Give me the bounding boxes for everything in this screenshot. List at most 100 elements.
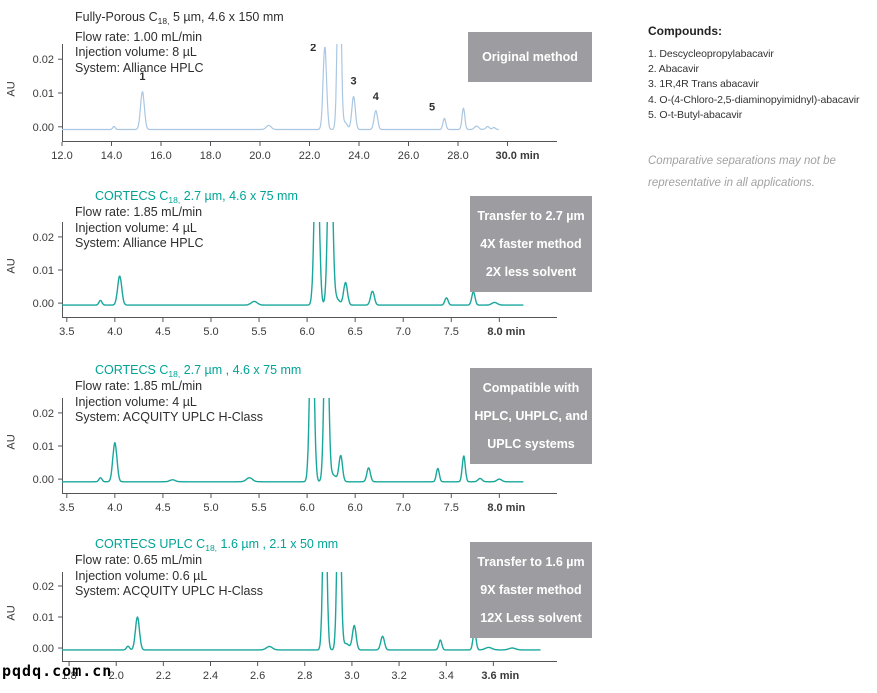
panel-4-info-line: Flow rate: 0.65 mL/min	[75, 553, 203, 567]
chromatogram-plot-3: 3.5 4.0 4.5 5.0 5.5 6.0 6.0 7.0 7.5 8.0 min 0.02 0.…	[33, 398, 557, 514]
badge-line: 9X faster method	[480, 583, 582, 597]
axes	[62, 398, 557, 494]
x-tick-label: 4.0	[107, 326, 122, 338]
x-tick-label: 2.8	[297, 670, 312, 682]
title-subscript: 18,	[168, 369, 181, 379]
panel-4-title: CORTECS UPLC C18, 1.6 µm , 2.1 x 50 mm	[95, 537, 338, 553]
x-tick-label: 6.0	[299, 326, 314, 338]
x-tick-label: 16.0	[150, 150, 171, 162]
panel-2-info-line: Injection volume: 4 µL	[75, 220, 197, 235]
x-tick-label: 6.5	[348, 326, 363, 338]
badge-line: 2X less solvent	[485, 265, 577, 279]
y-tick-label: 0.01	[33, 441, 54, 453]
compound-item: 5. O-t-Butyl-abacavir	[648, 108, 743, 121]
badge-line: UPLC systems	[487, 437, 575, 451]
panel-3-info-line: System: ACQUITY UPLC H-Class	[75, 410, 264, 424]
x-tick-label: 30.0 min	[496, 150, 540, 162]
y-tick-label: 0.00	[33, 122, 54, 134]
compound-item: 4. O-(4-Chloro-2,5-diaminopyimidnyl)-aba…	[648, 93, 860, 106]
panel-1-title: Fully-Porous C18, 5 µm, 4.6 x 150 mm	[75, 10, 284, 30]
panel-2-title: CORTECS C18, 2.7 µm, 4.6 x 75 mm	[95, 189, 298, 205]
method-badge-1: Original method	[468, 32, 592, 82]
method-badge-2: Transfer to 2.7 µm 4X faster method 2X l…	[470, 196, 592, 292]
method-badge-4: Transfer to 1.6 µm 9X faster method 12X …	[470, 542, 592, 638]
peak-number-label: 1	[139, 71, 145, 83]
title-subscript: 18,	[205, 543, 218, 553]
x-tick-label: 5.0	[203, 502, 218, 514]
panel-3-info: Flow rate: 1.85 mL/min Injection volume:…	[75, 379, 263, 426]
panel-3-info-line: Flow rate: 1.85 mL/min	[75, 379, 203, 393]
x-tick-label: 12.0	[51, 150, 72, 162]
x-tick-label: 5.0	[203, 326, 218, 338]
x-tick-label: 3.4	[439, 670, 454, 682]
x-tick-label: 28.0	[447, 150, 468, 162]
x-tick-label: 7.5	[444, 326, 459, 338]
x-tick-label: 7.5	[444, 502, 459, 514]
x-tick-label: 8.0 min	[487, 326, 525, 338]
x-tick-label: 4.0	[107, 502, 122, 514]
panel-3-info-line: Injection volume: 4 µL	[75, 394, 197, 409]
x-tick-label: 7.0	[396, 502, 411, 514]
disclaimer-line: Comparative separations may not be	[648, 155, 836, 167]
disclaimer-note: Comparative separations may not be repre…	[648, 150, 836, 194]
y-tick-label: 0.01	[33, 88, 54, 100]
panel-2-info-line: Flow rate: 1.85 mL/min	[75, 205, 203, 219]
panel-2-info-line: System: Alliance HPLC	[75, 236, 204, 250]
title-subscript: 18,	[168, 195, 181, 205]
x-tick-label: 3.5	[59, 502, 74, 514]
panel-3-title: CORTECS C18, 2.7 µm , 4.6 x 75 mm	[95, 363, 301, 379]
title-text: CORTECS UPLC C	[95, 537, 206, 551]
y-axis-label-au-4: AU	[5, 605, 18, 621]
x-tick-label: 24.0	[348, 150, 369, 162]
chromatogram-trace	[61, 572, 541, 651]
title-subscript: 18,	[157, 16, 170, 26]
badge-line: 4X faster method	[480, 237, 582, 251]
title-text: CORTECS C	[95, 189, 169, 203]
peak-number-label: 2	[310, 44, 316, 54]
compound-item: 1. Descycleopropylabacavir	[648, 48, 774, 60]
disclaimer-line: representative in all applications.	[648, 177, 815, 189]
x-tick-label: 4.5	[155, 326, 170, 338]
x-tick-label: 2.0	[109, 670, 124, 682]
method-badge-3: Compatible with HPLC, UHPLC, and UPLC sy…	[470, 368, 592, 464]
y-tick-label: 0.00	[33, 474, 54, 486]
y-tick-label: 0.02	[33, 232, 54, 244]
y-axis-label-au-3: AU	[5, 434, 18, 450]
x-tick-label: 2.4	[203, 670, 218, 682]
y-tick-label: 0.02	[33, 581, 54, 593]
chromatogram-trace	[61, 44, 499, 131]
axes	[62, 572, 557, 662]
x-tick-label: 7.0	[396, 326, 411, 338]
y-tick-label: 0.00	[33, 298, 54, 310]
y-tick-label: 0.02	[33, 408, 54, 420]
chromatogram-plot-4: 1.8 2.0 2.2 2.4 2.6 2.8 3.0 3.2 3.4 3.6 min 0.02 0.…	[33, 572, 557, 682]
title-text: 2.7 µm, 4.6 x 75 mm	[180, 189, 298, 203]
panel-1-info-line: System: Alliance HPLC	[75, 60, 204, 75]
x-tick-label: 14.0	[101, 150, 122, 162]
panel-1-header: Fully-Porous C18, 5 µm, 4.6 x 150 mm Flo…	[75, 10, 284, 76]
panel-4-info-line: System: ACQUITY UPLC H-Class	[75, 584, 264, 598]
y-tick-label: 0.02	[33, 54, 54, 66]
x-tick-label: 3.2	[391, 670, 406, 682]
x-tick-label: 3.5	[59, 326, 74, 338]
x-tick-label: 18.0	[200, 150, 221, 162]
chromatogram-trace	[61, 222, 524, 306]
x-tick-label: 3.6 min	[481, 670, 519, 682]
compounds-heading: Compounds:	[648, 24, 722, 38]
peak-number-label: 5	[429, 102, 435, 114]
y-tick-label: 0.01	[33, 612, 54, 624]
badge-line: HPLC, UHPLC, and	[474, 409, 588, 423]
y-tick-label: 0.00	[33, 643, 54, 655]
compounds-list: 1. Descycleopropylabacavir 2. Abacavir 3…	[648, 47, 860, 123]
panel-2-info: Flow rate: 1.85 mL/min Injection volume:…	[75, 205, 204, 252]
title-text: CORTECS C	[95, 363, 169, 377]
panel-4-info-line: Injection volume: 0.6 µL	[75, 568, 208, 583]
x-tick-label: 6.0	[299, 502, 314, 514]
title-text: 5 µm, 4.6 x 150 mm	[169, 10, 284, 24]
chromatogram-plot-1: 12.0 14.0 16.0 18.0 20.0 22.0 24.0 26.0 28.0 30.0…	[33, 44, 557, 162]
y-tick-label: 0.01	[33, 265, 54, 277]
x-tick-label: 3.0	[344, 670, 359, 682]
badge-line: 12X Less solvent	[480, 611, 582, 625]
y-axis-label-au-1: AU	[5, 81, 18, 97]
